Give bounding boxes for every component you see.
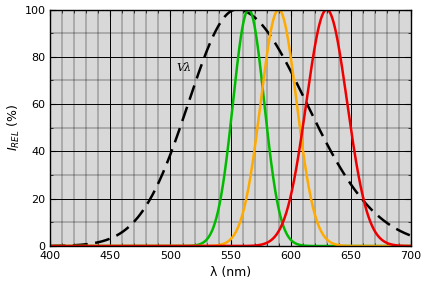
Text: Vλ: Vλ (176, 63, 191, 73)
Y-axis label: $I_{REL}$ (%): $I_{REL}$ (%) (6, 104, 22, 151)
X-axis label: λ (nm): λ (nm) (210, 266, 250, 280)
